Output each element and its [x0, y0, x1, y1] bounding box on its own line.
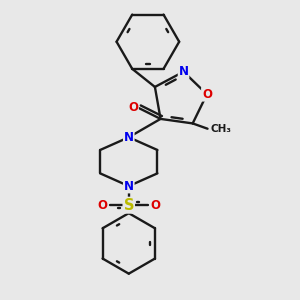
Text: O: O: [97, 199, 107, 212]
Text: S: S: [124, 198, 134, 213]
Text: N: N: [124, 180, 134, 193]
Text: O: O: [150, 199, 160, 212]
Text: O: O: [128, 101, 138, 114]
Text: N: N: [124, 131, 134, 144]
Text: N: N: [178, 65, 189, 78]
Text: CH₃: CH₃: [211, 124, 232, 134]
Text: O: O: [202, 88, 212, 101]
